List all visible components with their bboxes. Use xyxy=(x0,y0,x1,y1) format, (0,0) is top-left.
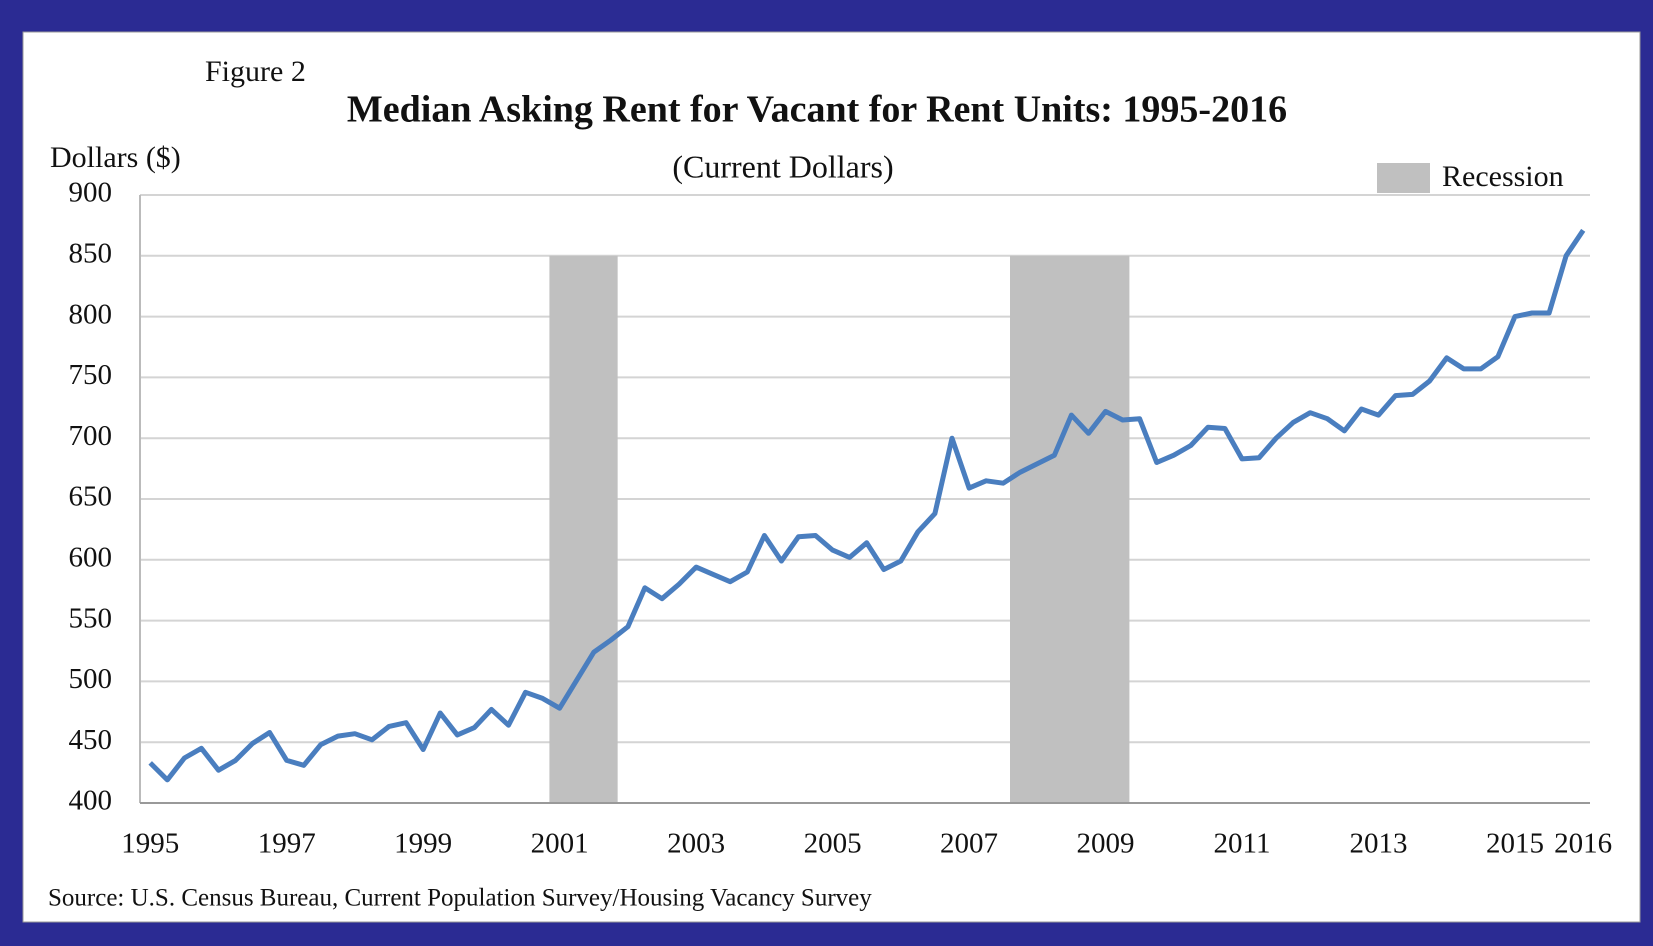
legend-label: Recession xyxy=(1442,160,1564,193)
y-tick-label: 700 xyxy=(69,420,113,452)
y-tick-label: 850 xyxy=(69,237,113,269)
panel xyxy=(22,31,1641,923)
y-axis-label: Dollars ($) xyxy=(50,141,181,174)
y-tick-label: 600 xyxy=(69,541,113,573)
recession-band xyxy=(1010,255,1130,804)
x-tick-label: 2001 xyxy=(531,828,589,860)
x-tick-label: 1999 xyxy=(394,828,452,860)
source-note: Source: U.S. Census Bureau, Current Popu… xyxy=(48,885,872,912)
x-tick-label: 2009 xyxy=(1077,828,1135,860)
figure-label: Figure 2 xyxy=(205,55,306,88)
x-tick-label: 1995 xyxy=(121,828,179,860)
y-tick-label: 800 xyxy=(69,298,113,330)
chart-subtitle: (Current Dollars) xyxy=(672,148,893,184)
y-tick-label: 550 xyxy=(69,602,113,634)
x-tick-label: 2005 xyxy=(804,828,862,860)
x-tick-label: 2011 xyxy=(1214,828,1271,860)
y-tick-label: 750 xyxy=(69,359,113,391)
x-tick-label: 2007 xyxy=(940,828,998,860)
x-tick-label: 2015 xyxy=(1486,828,1544,860)
y-tick-label: 450 xyxy=(69,724,113,756)
y-tick-label: 650 xyxy=(69,481,113,513)
x-tick-label: 1997 xyxy=(258,828,316,860)
recession-band xyxy=(549,255,618,804)
y-tick-label: 900 xyxy=(69,177,113,209)
legend-swatch xyxy=(1377,163,1430,193)
x-tick-label: 2013 xyxy=(1349,828,1407,860)
chart-title: Median Asking Rent for Vacant for Rent U… xyxy=(347,89,1287,131)
data-line xyxy=(148,228,1586,783)
x-tick-label: 2016 xyxy=(1554,828,1612,860)
x-tick-label: 2003 xyxy=(667,828,725,860)
y-tick-label: 400 xyxy=(69,785,113,817)
y-tick-label: 500 xyxy=(69,663,113,695)
